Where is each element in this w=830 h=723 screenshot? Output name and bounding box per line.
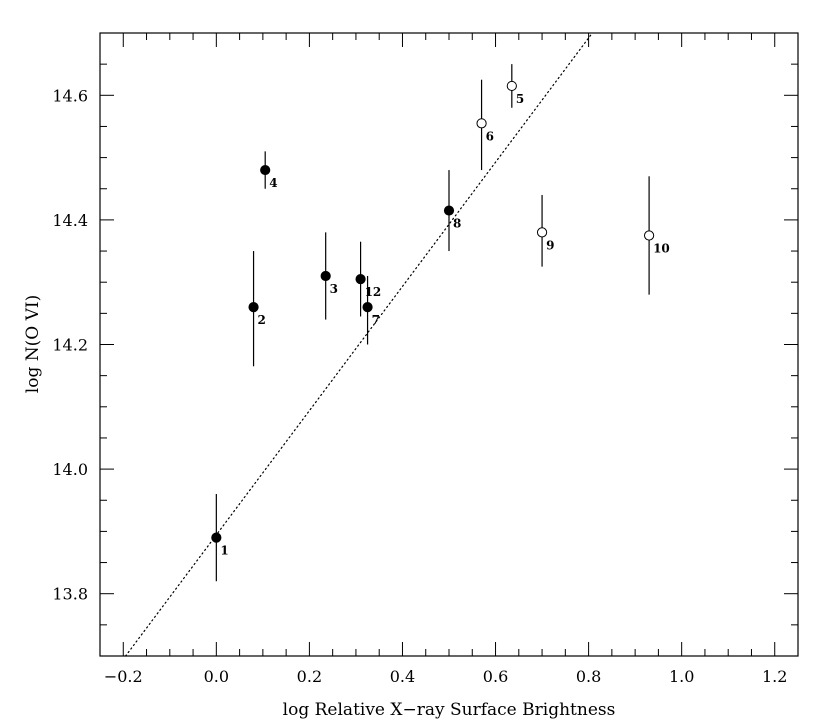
point-label: 7 <box>372 313 380 327</box>
plot-frame <box>99 32 799 657</box>
point-label: 12 <box>365 285 382 299</box>
y-tick-label: 14.0 <box>52 460 88 479</box>
point-label: 9 <box>546 238 554 252</box>
point-label: 10 <box>653 241 670 255</box>
x-tick-label: 0.6 <box>483 667 508 686</box>
open-data-point <box>476 118 487 129</box>
point-label: 2 <box>258 313 266 327</box>
point-label: 3 <box>330 282 338 296</box>
filled-data-point <box>248 302 259 313</box>
filled-data-point <box>211 532 222 543</box>
point-label: 8 <box>453 217 461 231</box>
filled-data-point <box>355 273 366 285</box>
x-tick-label: 0.0 <box>204 667 229 686</box>
point-label: 6 <box>486 129 494 143</box>
filled-data-point <box>260 164 271 176</box>
x-tick-labels: −0.2 0.0 0.2 0.4 0.6 0.8 1.0 1.2 <box>104 667 788 686</box>
axis-ticks <box>99 33 798 656</box>
x-tick-label: 0.2 <box>297 667 322 686</box>
x-tick-label: 0.4 <box>390 667 415 686</box>
open-data-point <box>643 230 655 241</box>
x-tick-label: 1.2 <box>762 667 787 686</box>
point-label: 4 <box>269 176 277 190</box>
open-data-point <box>536 227 548 238</box>
x-tick-label: −0.2 <box>104 667 143 686</box>
fit-line <box>124 32 593 657</box>
y-tick-label: 14.4 <box>52 211 88 230</box>
y-tick-label: 13.8 <box>52 585 88 604</box>
x-tick-label: 0.8 <box>576 667 601 686</box>
open-data-point <box>506 80 517 92</box>
point-label: 5 <box>516 92 524 106</box>
y-tick-label: 14.2 <box>52 336 88 355</box>
y-tick-label: 14.6 <box>52 86 88 105</box>
filled-data-point <box>320 270 331 282</box>
filled-data-point <box>362 302 373 313</box>
filled-data-point <box>443 205 455 216</box>
point-label: 1 <box>220 544 228 558</box>
y-tick-labels: 13.8 14.0 14.2 14.4 14.6 <box>52 86 88 603</box>
x-tick-label: 1.0 <box>669 667 694 686</box>
y-axis-title: log N(O VI) <box>23 295 43 393</box>
x-axis-title: log Relative X−ray Surface Brightness <box>283 700 616 720</box>
